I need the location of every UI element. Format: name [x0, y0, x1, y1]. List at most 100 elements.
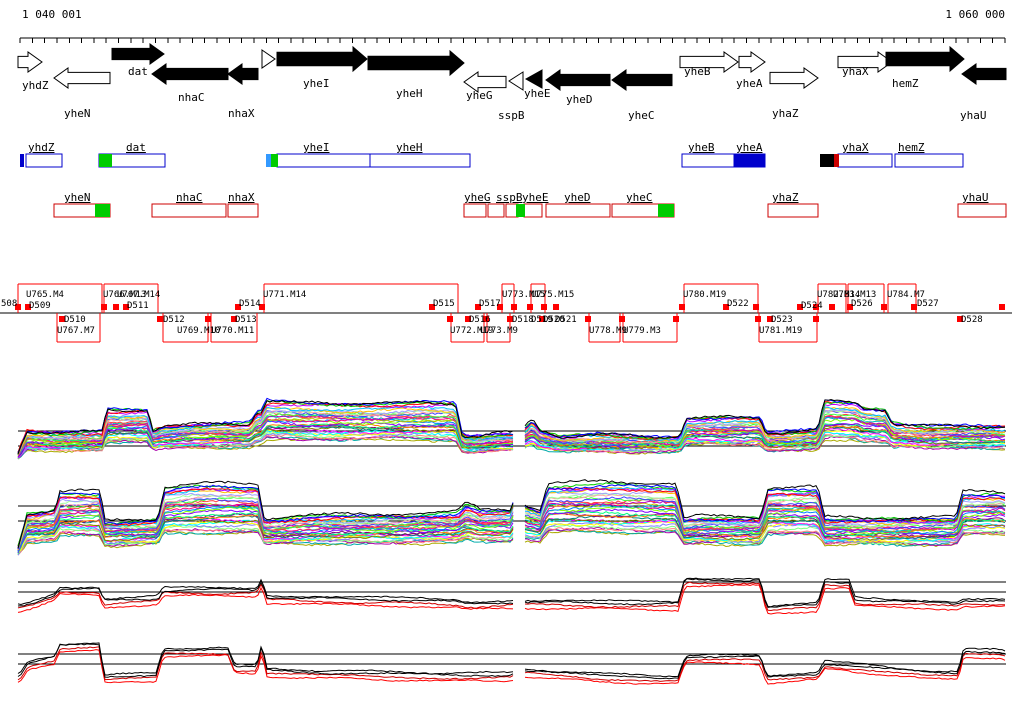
gene-arrow-dat[interactable]	[111, 43, 165, 65]
gene-arrow-yheD[interactable]	[545, 69, 611, 91]
probe-marker	[723, 304, 729, 310]
gene-box-label-yhaZ[interactable]: yhaZ	[772, 191, 799, 204]
probe-label-D514[interactable]: D514	[239, 299, 261, 309]
probe-label-U772.M19[interactable]: U772.M19	[450, 326, 494, 336]
gene-box-label-nhaC[interactable]: nhaC	[176, 191, 203, 204]
gene-box-label-yheC[interactable]: yheC	[626, 191, 653, 204]
gene-box-label-nhaX[interactable]: nhaX	[228, 191, 255, 204]
probe-label-D519[interactable]: D519	[531, 315, 553, 325]
gene-arrow-nhaC[interactable]	[151, 63, 229, 85]
probe-label-U781.M19[interactable]: U781.M19	[759, 326, 803, 336]
gene-arrow-yhaX[interactable]	[837, 51, 893, 73]
gene-box-yheA[interactable]	[733, 153, 766, 168]
probe-label-D522[interactable]: D522	[727, 299, 749, 309]
gene-box-nhaX[interactable]	[227, 203, 259, 218]
gene-box-yhaZ[interactable]	[767, 203, 819, 218]
gene-box-yhaX[interactable]	[837, 153, 893, 168]
probe-marker	[847, 304, 853, 310]
gene-arrow-yheB[interactable]	[679, 51, 739, 73]
probe-label-U767.M7[interactable]: U767.M7	[57, 326, 95, 336]
gene-box-yheD[interactable]	[545, 203, 611, 218]
gene-arrow-yhdZ[interactable]	[17, 51, 43, 73]
gene-arrow-yheH[interactable]	[367, 49, 465, 77]
gene-box-label-hemZ[interactable]: hemZ	[898, 141, 925, 154]
probe-label-D527[interactable]: D527	[917, 299, 939, 309]
probe-label-U765.M4[interactable]: U765.M4	[26, 290, 64, 300]
gene-box-label-dat[interactable]: dat	[126, 141, 146, 154]
gene-box-segment[interactable]	[487, 203, 505, 218]
probe-label-D517[interactable]: D517	[479, 299, 501, 309]
gene-arrow-nhaX[interactable]	[227, 63, 259, 85]
track-series	[17, 577, 1006, 608]
coordinate-end: 1 060 000	[945, 8, 1005, 21]
gene-box-yheG[interactable]	[463, 203, 487, 218]
gene-box-label-yhaX[interactable]: yhaX	[842, 141, 869, 154]
gene-box-yheI[interactable]	[276, 153, 371, 168]
gene-arrow-yheE[interactable]	[524, 69, 543, 89]
probe-label-508[interactable]: 508	[1, 299, 18, 309]
gene-arrow-yhaZ[interactable]	[769, 67, 819, 89]
probe-label-D528[interactable]: D528	[961, 315, 983, 325]
probe-label-D523[interactable]: D523	[771, 315, 793, 325]
probe-label-D521[interactable]: D521	[555, 315, 577, 325]
probe-marker	[483, 316, 489, 322]
probe-label-U767.M14[interactable]: U767.M14	[117, 290, 161, 300]
gene-box-label-yheE[interactable]: yheE	[522, 191, 549, 204]
gene-arrow-yheA[interactable]	[738, 51, 766, 73]
gene-label-yheB: yheB	[684, 65, 711, 78]
probe-label-U775.M15[interactable]: U775.M15	[531, 290, 575, 300]
gene-box-yheH[interactable]	[369, 153, 471, 168]
gene-arrow-yheG[interactable]	[463, 71, 507, 93]
probe-label-U773.M15[interactable]: U773.M15	[502, 290, 546, 300]
gene-box-label-yheN[interactable]: yheN	[64, 191, 91, 204]
probe-label-U773.M9[interactable]: U773.M9	[480, 326, 518, 336]
probe-label-U766.M13[interactable]: U766.M13	[103, 290, 147, 300]
probe-label-U784.M7[interactable]: U784.M7	[887, 290, 925, 300]
probe-label-D510[interactable]: D510	[64, 315, 86, 325]
probe-label-U782.M14[interactable]: U782.M14	[817, 290, 861, 300]
probe-label-U778.M9[interactable]: U778.M9	[589, 326, 627, 336]
probe-label-D515[interactable]: D515	[433, 299, 455, 309]
gene-box-label-yheH[interactable]: yheH	[396, 141, 423, 154]
probe-label-D526[interactable]: D526	[851, 299, 873, 309]
gene-box-label-yhaU[interactable]: yhaU	[962, 191, 989, 204]
gene-arrow-unnamed[interactable]	[261, 49, 276, 69]
probe-label-D518[interactable]: D518	[512, 315, 534, 325]
gene-arrow-yheI[interactable]	[276, 45, 368, 73]
probe-label-U779.M3[interactable]: U779.M3	[623, 326, 661, 336]
gene-box-yheE[interactable]	[523, 203, 543, 218]
probe-label-D513[interactable]: D513	[235, 315, 257, 325]
gene-arrow-hemZ[interactable]	[885, 45, 965, 73]
probe-label-U771.M14[interactable]: U771.M14	[263, 290, 307, 300]
gene-arrow-sspB[interactable]	[508, 71, 524, 91]
gene-box-yhdZ[interactable]	[25, 153, 63, 168]
gene-box-label-yheA[interactable]: yheA	[736, 141, 763, 154]
gene-box-hemZ[interactable]	[894, 153, 964, 168]
probe-label-U770.M11[interactable]: U770.M11	[211, 326, 255, 336]
gene-box-nhaC[interactable]	[151, 203, 227, 218]
gene-box-colored-segment	[99, 154, 112, 167]
gene-box-label-yhdZ[interactable]: yhdZ	[28, 141, 55, 154]
probe-marker	[619, 316, 625, 322]
probe-label-U769.M10[interactable]: U769.M10	[177, 326, 221, 336]
gene-box-label-sspB[interactable]: sspB	[496, 191, 523, 204]
gene-box-label-yheG[interactable]: yheG	[464, 191, 491, 204]
probe-marker	[911, 304, 917, 310]
gene-arrow-yheC[interactable]	[611, 69, 673, 91]
gene-box-label-yheI[interactable]: yheI	[303, 141, 330, 154]
gene-box-label-yheD[interactable]: yheD	[564, 191, 591, 204]
gene-arrow-yhaU[interactable]	[961, 63, 1007, 85]
probe-label-U783.M13[interactable]: U783.M13	[833, 290, 877, 300]
probe-label-D509[interactable]: D509	[29, 301, 51, 311]
gene-box-yheB[interactable]	[681, 153, 735, 168]
probe-label-D524[interactable]: D524	[801, 301, 823, 311]
gene-arrow-yheN[interactable]	[53, 67, 111, 89]
probe-label-D512[interactable]: D512	[163, 315, 185, 325]
probe-label-D516[interactable]: D516	[469, 315, 491, 325]
probe-label-D511[interactable]: D511	[127, 301, 149, 311]
probe-label-U780.M19[interactable]: U780.M19	[683, 290, 727, 300]
track-series	[17, 415, 1006, 454]
gene-box-label-yheB[interactable]: yheB	[688, 141, 715, 154]
gene-box-yhaU[interactable]	[957, 203, 1007, 218]
probe-label-D520[interactable]: D520	[543, 315, 565, 325]
